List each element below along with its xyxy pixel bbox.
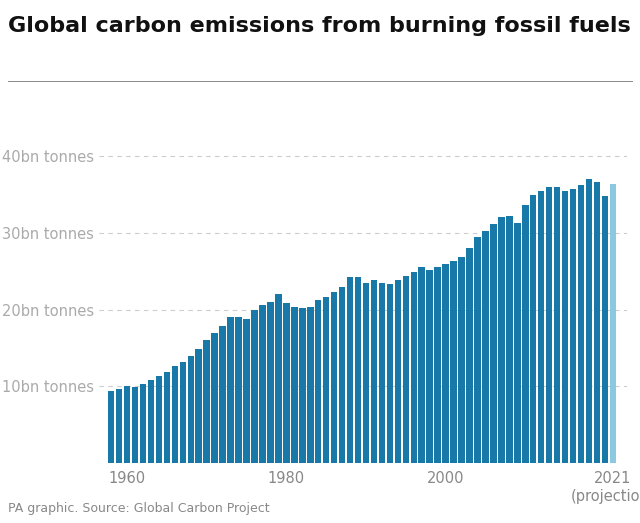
- Bar: [562, 191, 568, 463]
- Bar: [259, 305, 266, 463]
- Bar: [195, 349, 202, 463]
- Bar: [458, 257, 465, 463]
- Bar: [506, 216, 513, 463]
- Bar: [243, 319, 250, 463]
- Bar: [355, 277, 362, 463]
- Bar: [594, 181, 600, 463]
- Bar: [148, 380, 154, 463]
- Bar: [538, 191, 545, 463]
- Bar: [554, 187, 561, 463]
- Bar: [156, 376, 162, 463]
- Bar: [283, 303, 290, 463]
- Bar: [204, 340, 210, 463]
- Bar: [514, 223, 520, 463]
- Bar: [410, 272, 417, 463]
- Bar: [116, 389, 122, 463]
- Bar: [371, 280, 377, 463]
- Bar: [490, 224, 497, 463]
- Bar: [275, 294, 282, 463]
- Bar: [236, 317, 242, 463]
- Bar: [331, 292, 337, 463]
- Bar: [419, 267, 425, 463]
- Bar: [442, 264, 449, 463]
- Bar: [108, 391, 115, 463]
- Bar: [570, 188, 576, 463]
- Bar: [586, 178, 592, 463]
- Bar: [211, 333, 218, 463]
- Bar: [124, 386, 131, 463]
- Bar: [395, 280, 401, 463]
- Bar: [315, 300, 321, 463]
- Bar: [467, 247, 473, 463]
- Bar: [132, 387, 138, 463]
- Bar: [610, 184, 616, 463]
- Bar: [546, 187, 552, 463]
- Bar: [363, 283, 369, 463]
- Bar: [140, 384, 147, 463]
- Bar: [164, 372, 170, 463]
- Text: Global carbon emissions from burning fossil fuels: Global carbon emissions from burning fos…: [8, 16, 631, 36]
- Bar: [252, 310, 258, 463]
- Bar: [291, 306, 298, 463]
- Bar: [522, 206, 529, 463]
- Bar: [435, 267, 441, 463]
- Bar: [482, 231, 489, 463]
- Bar: [426, 270, 433, 463]
- Bar: [387, 285, 393, 463]
- Bar: [172, 366, 178, 463]
- Bar: [474, 237, 481, 463]
- Bar: [339, 287, 346, 463]
- Bar: [347, 277, 353, 463]
- Bar: [530, 195, 536, 463]
- Bar: [227, 317, 234, 463]
- Bar: [220, 326, 226, 463]
- Bar: [602, 196, 608, 463]
- Bar: [498, 217, 504, 463]
- Bar: [578, 186, 584, 463]
- Bar: [299, 308, 305, 463]
- Bar: [323, 297, 330, 463]
- Text: PA graphic. Source: Global Carbon Project: PA graphic. Source: Global Carbon Projec…: [8, 502, 270, 515]
- Bar: [180, 362, 186, 463]
- Bar: [379, 283, 385, 463]
- Bar: [267, 302, 274, 463]
- Bar: [307, 308, 314, 463]
- Bar: [188, 356, 194, 463]
- Bar: [403, 276, 409, 463]
- Bar: [451, 262, 457, 463]
